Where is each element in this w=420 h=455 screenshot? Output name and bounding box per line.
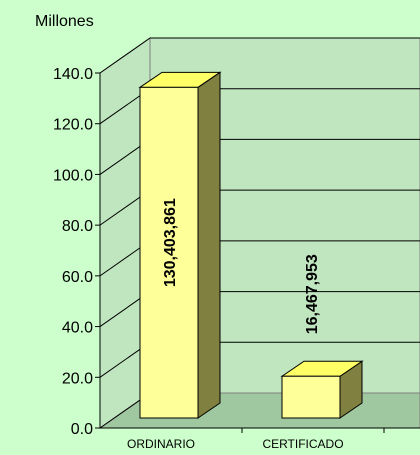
gridline-side xyxy=(99,37,151,74)
x-axis-categories: ORDINARIO CERTIFICADO xyxy=(127,428,385,451)
data-label: 16,467,953 xyxy=(304,254,321,334)
bar-ordinario xyxy=(138,71,222,419)
y-tick-label: 140.0 xyxy=(53,66,93,83)
category-label: CERTIFICADO xyxy=(262,437,343,451)
y-tick-label: 60.0 xyxy=(62,269,93,286)
data-labels: 130,403,861 16,467,953 xyxy=(162,198,321,334)
bars xyxy=(138,71,364,419)
y-tick-label: 40.0 xyxy=(62,320,93,337)
y-tick-label: 100.0 xyxy=(53,167,93,184)
bar-side xyxy=(197,71,221,419)
data-label: 130,403,861 xyxy=(162,198,179,287)
unit-label: Millones xyxy=(35,13,94,30)
bar-certificado xyxy=(280,360,364,419)
bar-front xyxy=(281,375,341,419)
y-tick-label: 20.0 xyxy=(62,370,93,387)
y-tick-label: 0.0 xyxy=(71,421,93,438)
y-axis-ticks: 0.0 20.0 40.0 60.0 80.0 100.0 120.0 140.0 xyxy=(53,66,100,438)
y-tick-label: 120.0 xyxy=(53,117,93,134)
category-label: ORDINARIO xyxy=(127,437,195,451)
bar-front xyxy=(139,86,199,419)
y-tick-label: 80.0 xyxy=(62,218,93,235)
